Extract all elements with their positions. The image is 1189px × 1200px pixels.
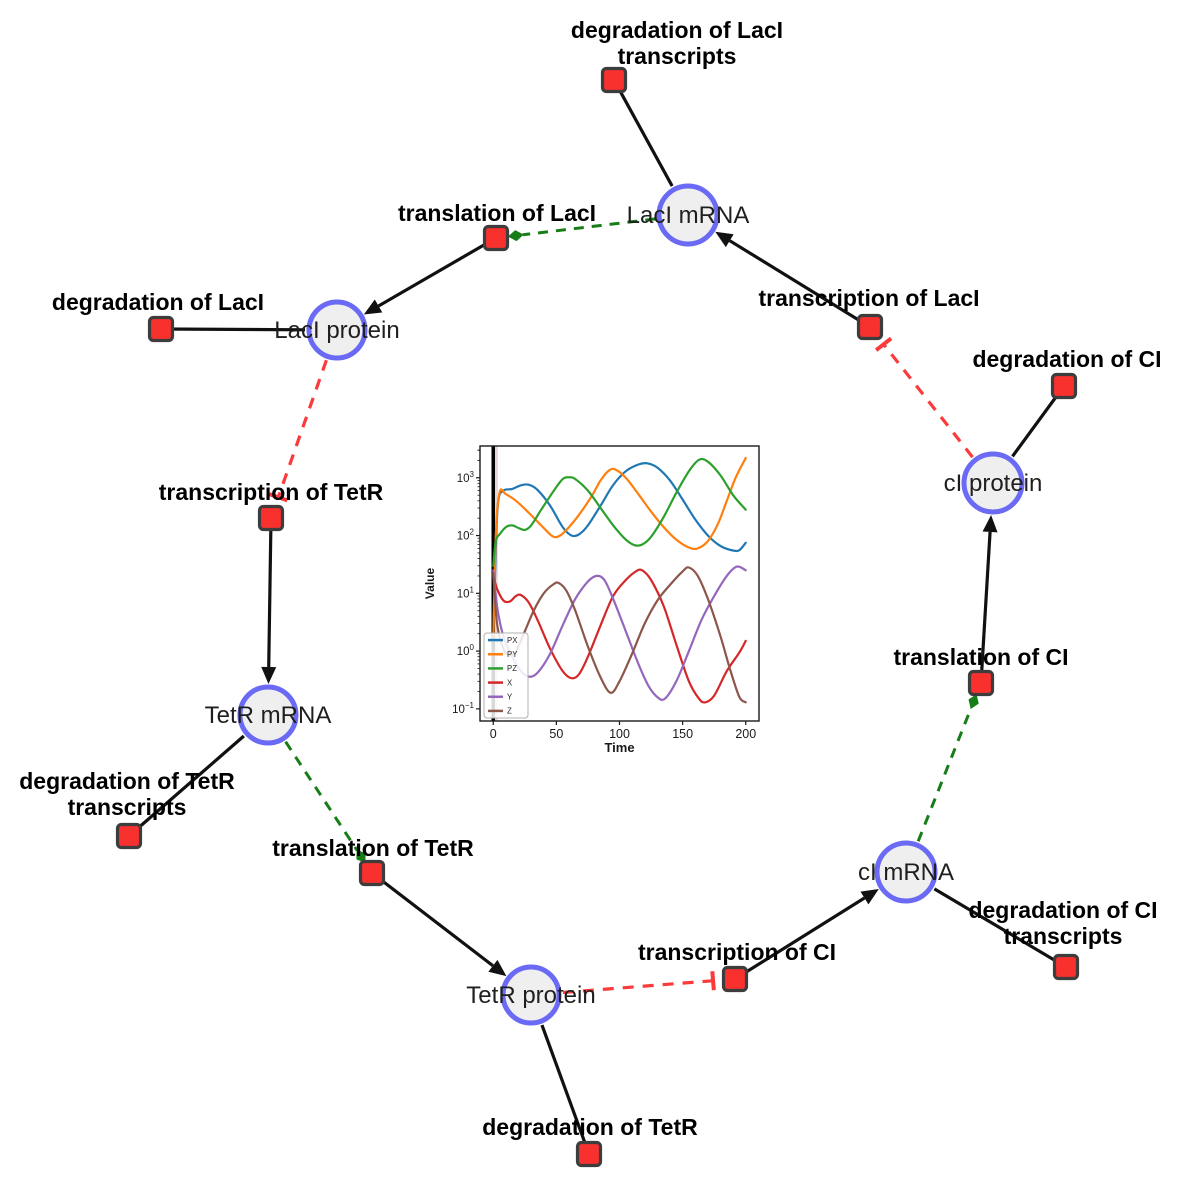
reaction-node-translation-tetr: [358, 859, 386, 887]
reaction-node-deg-ci-transcripts: [1052, 953, 1080, 981]
edge-ci-protein-transcription-laci-tbar: [874, 336, 893, 352]
reaction-label-deg-ci: degradation of CI: [972, 346, 1161, 372]
reaction-label-transcription-laci: transcription of LacI: [758, 285, 979, 311]
edge-tetr-protein-deg-tetr: [540, 1024, 591, 1155]
reaction-label-transcription-ci: transcription of CI: [638, 939, 836, 965]
species-label-laci-mrna: LacI mRNA: [627, 202, 750, 229]
series-X-line: [492, 568, 747, 704]
edge-laci-mrna-translation-laci-diamond: [507, 230, 524, 242]
edge-ci-protein-transcription-laci: [882, 343, 974, 459]
inset-chart: 0 50 100 150 20010−1100101102103TimeValuePXP…: [423, 445, 760, 755]
legend-label-PY: PY: [507, 650, 518, 659]
reaction-node-deg-tetr: [575, 1140, 603, 1168]
species-label-laci-protein: LacI protein: [274, 317, 399, 344]
reaction-node-transcription-ci: [721, 965, 749, 993]
edge-translation-ci-ci-protein-arrowhead: [982, 514, 998, 533]
x-tick-label: 50: [549, 727, 563, 741]
edge-laci-protein-deg-laci: [160, 327, 306, 332]
species-node-tetr-protein: [500, 964, 562, 1026]
species-node-laci-protein: [306, 299, 368, 361]
edge-laci-mrna-deg-laci-transcripts: [612, 79, 674, 187]
series-PX-line: [492, 461, 747, 642]
reaction-node-translation-ci: [967, 669, 995, 697]
legend-label-PZ: PZ: [507, 664, 517, 673]
x-tick-label: 200: [735, 727, 756, 741]
x-tick-label: 100: [609, 727, 630, 741]
edge-translation-tetr-tetr-protein: [371, 871, 494, 968]
species-node-tetr-mrna: [237, 684, 299, 746]
edge-tetr-mrna-deg-tetr-transcripts: [127, 734, 245, 838]
species-node-ci-protein: [961, 451, 1025, 515]
species-node-laci-mrna: [656, 183, 720, 247]
reaction-node-deg-laci: [147, 315, 175, 343]
reaction-label-deg-tetr: degradation of TetR: [482, 1114, 698, 1140]
legend-label-X: X: [507, 678, 513, 687]
reaction-node-deg-tetr-transcripts: [115, 822, 143, 850]
reaction-label-deg-laci: degradation of LacI: [52, 289, 264, 315]
species-label-tetr-mrna: TetR mRNA: [205, 702, 332, 729]
edge-tetr-protein-transcription-ci: [562, 979, 714, 995]
reaction-label-deg-laci-transcripts: degradation of LacI transcripts: [571, 17, 783, 69]
reaction-node-transcription-laci: [856, 313, 884, 341]
reaction-label-translation-tetr: translation of TetR: [272, 835, 474, 861]
edge-translation-ci-ci-protein: [979, 531, 992, 684]
species-label-ci-protein: cI protein: [944, 470, 1043, 497]
y-tick-label: 101: [457, 585, 475, 600]
legend-label-Z: Z: [507, 707, 512, 716]
reaction-node-deg-laci-transcripts: [600, 66, 628, 94]
species-nodes-layer: [237, 183, 1025, 1026]
edge-translation-laci-laci-protein-arrowhead: [363, 299, 383, 315]
x-axis-label: Time: [604, 740, 634, 755]
edge-translation-laci-laci-protein: [377, 236, 497, 308]
series-PZ-line: [492, 457, 747, 567]
legend-box: [483, 632, 529, 719]
reaction-label-translation-laci: translation of LacI: [398, 200, 596, 226]
edge-ci-mrna-deg-ci-transcripts: [933, 887, 1067, 969]
edge-transcription-laci-laci-mrna-arrowhead: [715, 231, 734, 248]
edge-laci-mrna-translation-laci: [522, 217, 656, 237]
edge-transcription-tetr-tetr-mrna-arrowhead: [261, 666, 277, 685]
edge-tetr-protein-transcription-ci-tbar: [710, 971, 716, 991]
edge-translation-tetr-tetr-protein-arrowhead: [488, 959, 507, 977]
edge-ci-mrna-translation-ci-diamond: [968, 694, 979, 710]
reaction-label-deg-tetr-transcripts: degradation of TetR transcripts: [19, 768, 235, 820]
reaction-label-transcription-tetr: transcription of TetR: [159, 479, 384, 505]
series-PY-line: [492, 456, 747, 642]
edge-transcription-laci-laci-mrna: [728, 239, 871, 329]
y-axis-label: Value: [423, 568, 437, 600]
y-tick-label: 100: [457, 643, 475, 658]
labels-layer: degradation of LacI transcripts translatio…: [19, 17, 1161, 1140]
legend-label-PX: PX: [507, 636, 518, 645]
reaction-node-deg-ci: [1050, 372, 1078, 400]
chart-legend: PX PY PZ XYZ: [483, 632, 529, 719]
edge-ci-mrna-translation-ci: [916, 707, 973, 842]
species-label-tetr-protein: TetR protein: [466, 982, 595, 1009]
edges-layer: [127, 79, 1067, 1155]
y-tick-label: 10−1: [452, 701, 474, 716]
edge-transcription-ci-ci-mrna: [734, 896, 866, 981]
edge-tetr-mrna-translation-tetr-diamond: [356, 849, 366, 863]
reaction-nodes-layer: [115, 66, 1080, 1168]
chart-series-layer: [492, 456, 747, 704]
y-tick-label: 102: [457, 528, 475, 543]
edge-laci-protein-transcription-tetr-tbar: [268, 492, 288, 503]
reaction-node-transcription-tetr: [257, 504, 285, 532]
species-label-ci-mrna: cI mRNA: [858, 859, 954, 886]
edge-laci-protein-transcription-tetr: [276, 359, 328, 498]
y-tick-label: 103: [457, 470, 475, 485]
edge-transcription-tetr-tetr-mrna: [267, 517, 273, 668]
reaction-node-translation-laci: [482, 224, 510, 252]
x-tick-label: 0: [490, 727, 497, 741]
edge-transcription-ci-ci-mrna-arrowhead: [860, 888, 879, 905]
x-tick-label: 150: [672, 727, 693, 741]
legend-label-Y: Y: [507, 693, 513, 702]
reaction-label-translation-ci: translation of CI: [893, 644, 1068, 670]
species-node-ci-mrna: [874, 840, 938, 904]
edge-tetr-mrna-translation-tetr: [284, 740, 359, 852]
reaction-label-deg-ci-transcripts: degradation of CI transcripts: [968, 897, 1157, 949]
